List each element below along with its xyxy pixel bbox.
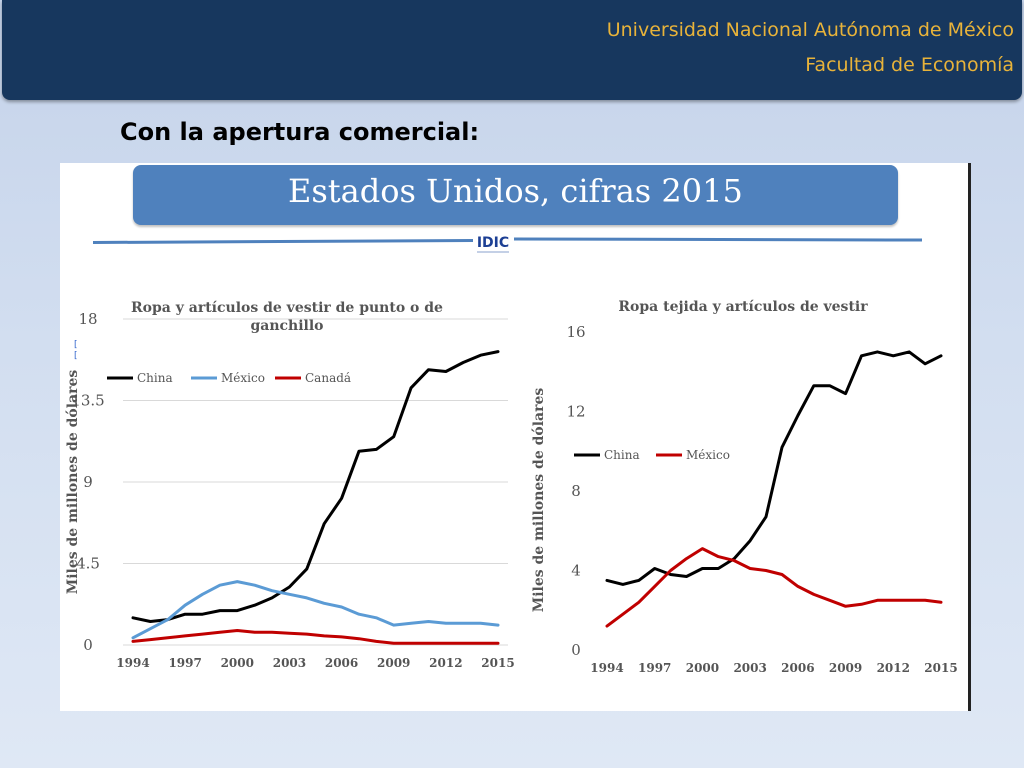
x-tick-label: 1997: [638, 661, 671, 675]
chart-left-gridlines: [123, 318, 508, 646]
x-tick-label: 1994: [590, 661, 623, 675]
chart-right-title: Ropa tejida y artículos de vestir: [618, 299, 868, 315]
header-bar: Universidad Nacional Autónoma de México …: [2, 0, 1022, 100]
legend-label: México: [686, 448, 730, 462]
y-tick-label: 0: [571, 641, 581, 659]
x-tick-label: 2012: [877, 661, 910, 675]
y-tick-label: 16: [566, 323, 585, 341]
chart-left-title-line2: ganchillo: [250, 318, 323, 334]
chart-left: Ropa y artículos de vestir de punto o de…: [65, 300, 515, 670]
hyperlink-mark: [: [74, 351, 78, 361]
panel-edge: [968, 163, 971, 711]
x-tick-label: 2003: [273, 656, 306, 670]
series-line-méxico: [605, 547, 943, 628]
x-tick-label: 1997: [168, 656, 201, 670]
idic-logo: IDIC: [473, 229, 513, 257]
y-tick-label: 0: [83, 636, 93, 654]
slide-title: Con la apertura comercial:: [120, 118, 480, 146]
x-tick-label: 2015: [924, 661, 957, 675]
x-tick-label: 2003: [733, 661, 766, 675]
chart-left-series: [131, 350, 500, 645]
x-tick-label: 2000: [221, 656, 254, 670]
chart-right-y-ticks: 0 4 8 12 16: [566, 323, 585, 659]
chart-right: Ropa tejida y artículos de vestir 0 4 8 12 1…: [531, 299, 958, 675]
series-line-china: [605, 350, 943, 586]
chart-right-x-ticks: 1994 1997 2000 2003 2006 2009 2012 2015: [590, 661, 957, 675]
x-tick-label: 2006: [781, 661, 814, 675]
x-tick-label: 2000: [686, 661, 719, 675]
chart-left-x-ticks: 1994 1997 2000 2003 2006 2009 2012 2015: [116, 656, 514, 670]
university-name: Universidad Nacional Autónoma de México: [606, 19, 1014, 41]
y-tick-label: 12: [566, 403, 585, 421]
chart-left-title-line1: Ropa y artículos de vestir de punto o de: [131, 300, 443, 316]
x-tick-label: 2015: [481, 656, 514, 670]
legend-label: México: [221, 371, 265, 385]
y-tick-label: 4.5: [76, 555, 100, 573]
y-tick-label: 8: [571, 482, 581, 500]
title-banner: [133, 165, 898, 225]
chart-left-y-axis-label: Miles de millones de dólares: [65, 370, 81, 595]
y-tick-label: 4: [571, 562, 581, 580]
x-tick-label: 2009: [377, 656, 410, 670]
x-tick-label: 2012: [429, 656, 462, 670]
y-tick-label: 18: [78, 310, 97, 328]
series-line-china: [131, 350, 500, 623]
series-line-méxico: [131, 580, 500, 640]
series-line-canadá: [131, 629, 500, 645]
chart-left-y-ticks: 0 4.5 9 13.5 18: [71, 310, 104, 654]
hyperlink-mark: [: [74, 340, 78, 350]
y-tick-label: 9: [83, 473, 93, 491]
legend-label: China: [604, 448, 640, 462]
chart-right-series: [605, 350, 943, 628]
chart-left-legend: China México Canadá: [107, 371, 351, 385]
chart-right-legend: China México: [574, 448, 730, 462]
x-tick-label: 2006: [325, 656, 358, 670]
faculty-name: Facultad de Economía: [805, 54, 1014, 76]
legend-label: Canadá: [305, 371, 351, 385]
banner-title: Estados Unidos, cifras 2015: [288, 172, 743, 210]
chart-panel: [60, 163, 970, 711]
x-tick-label: 1994: [116, 656, 149, 670]
chart-right-y-axis-label: Miles de millones de dólares: [531, 388, 547, 613]
x-tick-label: 2009: [829, 661, 862, 675]
logo-text: IDIC: [477, 235, 509, 251]
y-tick-label: 13.5: [71, 392, 104, 410]
legend-label: China: [137, 371, 173, 385]
